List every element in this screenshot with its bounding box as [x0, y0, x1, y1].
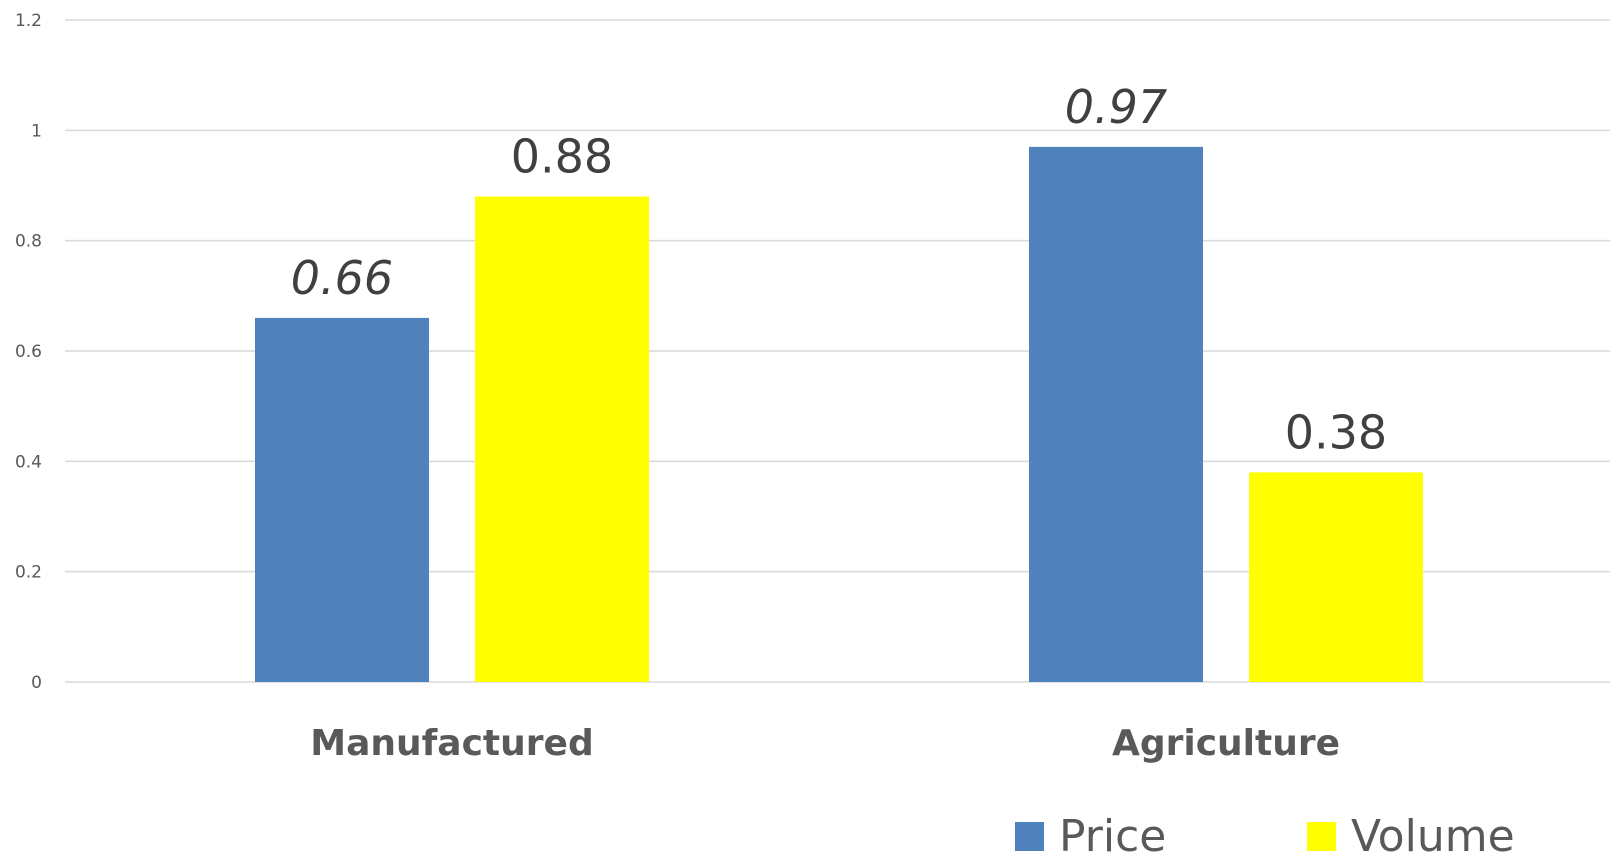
- bars: [255, 146, 1423, 683]
- data-label-volume-agriculture: 0.38: [1285, 405, 1387, 459]
- data-labels: 0.66 0.97 0.88 0.38: [291, 80, 1387, 459]
- legend: Price Volume: [1015, 811, 1515, 854]
- y-tick-label: 0.2: [15, 563, 42, 583]
- legend-label-volume: Volume: [1351, 811, 1515, 854]
- y-tick-label: 1.2: [15, 11, 42, 31]
- y-tick-label: 0.8: [15, 232, 42, 252]
- y-axis-tick-labels: 0 0.2 0.4 0.6 0.8 1 1.2: [15, 11, 42, 693]
- category-label-manufactured: Manufactured: [310, 723, 593, 764]
- bar-volume-manufactured: [475, 196, 649, 683]
- data-label-price-agriculture: 0.97: [1065, 80, 1167, 134]
- y-tick-label: 0.6: [15, 342, 42, 362]
- legend-label-price: Price: [1059, 811, 1166, 854]
- data-label-volume-manufactured: 0.88: [511, 130, 613, 184]
- y-tick-label: 0.4: [15, 452, 42, 472]
- bar-price-agriculture: [1029, 146, 1203, 683]
- y-tick-label: 1: [31, 121, 42, 141]
- legend-swatch-volume: [1307, 822, 1336, 851]
- data-label-price-manufactured: 0.66: [291, 251, 393, 305]
- bar-price-manufactured: [255, 317, 429, 682]
- y-tick-label: 0: [31, 673, 42, 693]
- legend-swatch-price: [1015, 822, 1044, 851]
- category-labels: Manufactured Agriculture: [310, 723, 1340, 764]
- bar-volume-agriculture: [1249, 472, 1423, 682]
- category-label-agriculture: Agriculture: [1112, 723, 1340, 764]
